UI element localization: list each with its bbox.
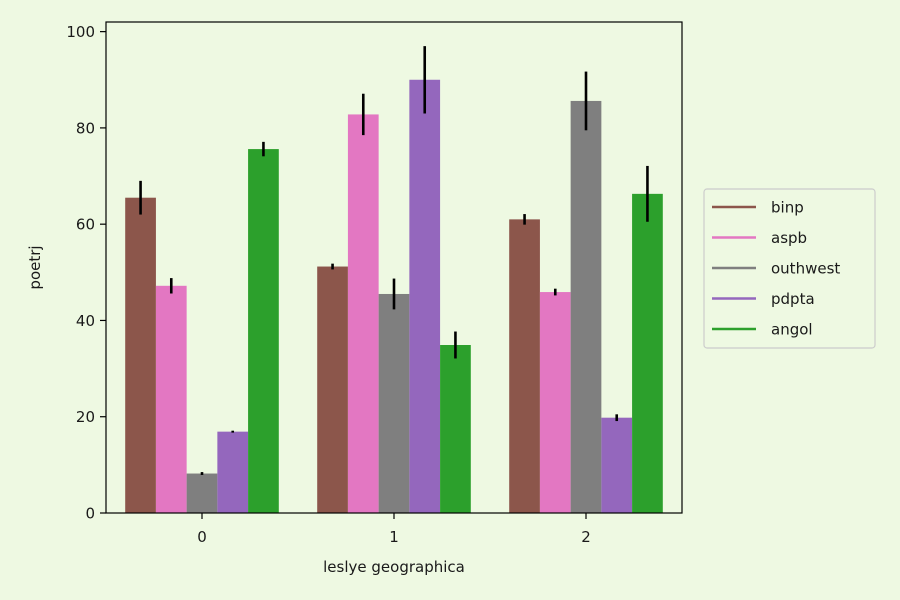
y-axis-label: poetrj — [26, 245, 44, 289]
bar-binp-1 — [317, 266, 348, 513]
legend-box — [703, 188, 876, 349]
x-tick-label: 1 — [389, 528, 399, 546]
y-tick-label: 80 — [76, 119, 95, 137]
y-tick-label: 0 — [85, 505, 95, 523]
legend-label-pdpta: pdpta — [771, 290, 815, 308]
bar-outhwest-1 — [378, 293, 410, 513]
y-tick-label: 20 — [76, 408, 95, 426]
bar-aspb-0 — [155, 285, 187, 513]
bar-angol-2 — [632, 193, 663, 513]
x-tick-label: 0 — [197, 528, 207, 546]
y-axis: 0 20 40 60 80 100 — [66, 23, 106, 523]
bar-pdpta-0 — [217, 431, 249, 513]
bar-pdpta-2 — [601, 417, 633, 513]
error-bars-layer — [139, 46, 649, 475]
bar-pdpta-1 — [409, 79, 441, 513]
y-tick-label: 100 — [66, 23, 95, 41]
x-axis-label: leslye geographica — [323, 558, 465, 576]
legend-label-outhwest: outhwest — [771, 260, 840, 278]
y-tick-label: 40 — [76, 312, 95, 330]
legend-label-angol: angol — [771, 321, 813, 339]
bars-layer — [125, 79, 663, 514]
bar-outhwest-2 — [570, 100, 602, 513]
bar-binp-2 — [509, 219, 540, 514]
legend-label-aspb: aspb — [771, 229, 807, 247]
legend: binp aspb outhwest pdpta angol — [703, 188, 876, 349]
bar-aspb-2 — [539, 292, 571, 513]
x-axis: 0 1 2 — [197, 513, 591, 546]
y-tick-label: 60 — [76, 216, 95, 234]
bar-aspb-1 — [347, 114, 379, 514]
bar-outhwest-0 — [186, 473, 218, 513]
bar-binp-0 — [125, 197, 156, 513]
bar-angol-0 — [248, 149, 279, 514]
bar-angol-1 — [440, 345, 471, 513]
legend-label-binp: binp — [771, 199, 804, 217]
x-tick-label: 2 — [581, 528, 591, 546]
